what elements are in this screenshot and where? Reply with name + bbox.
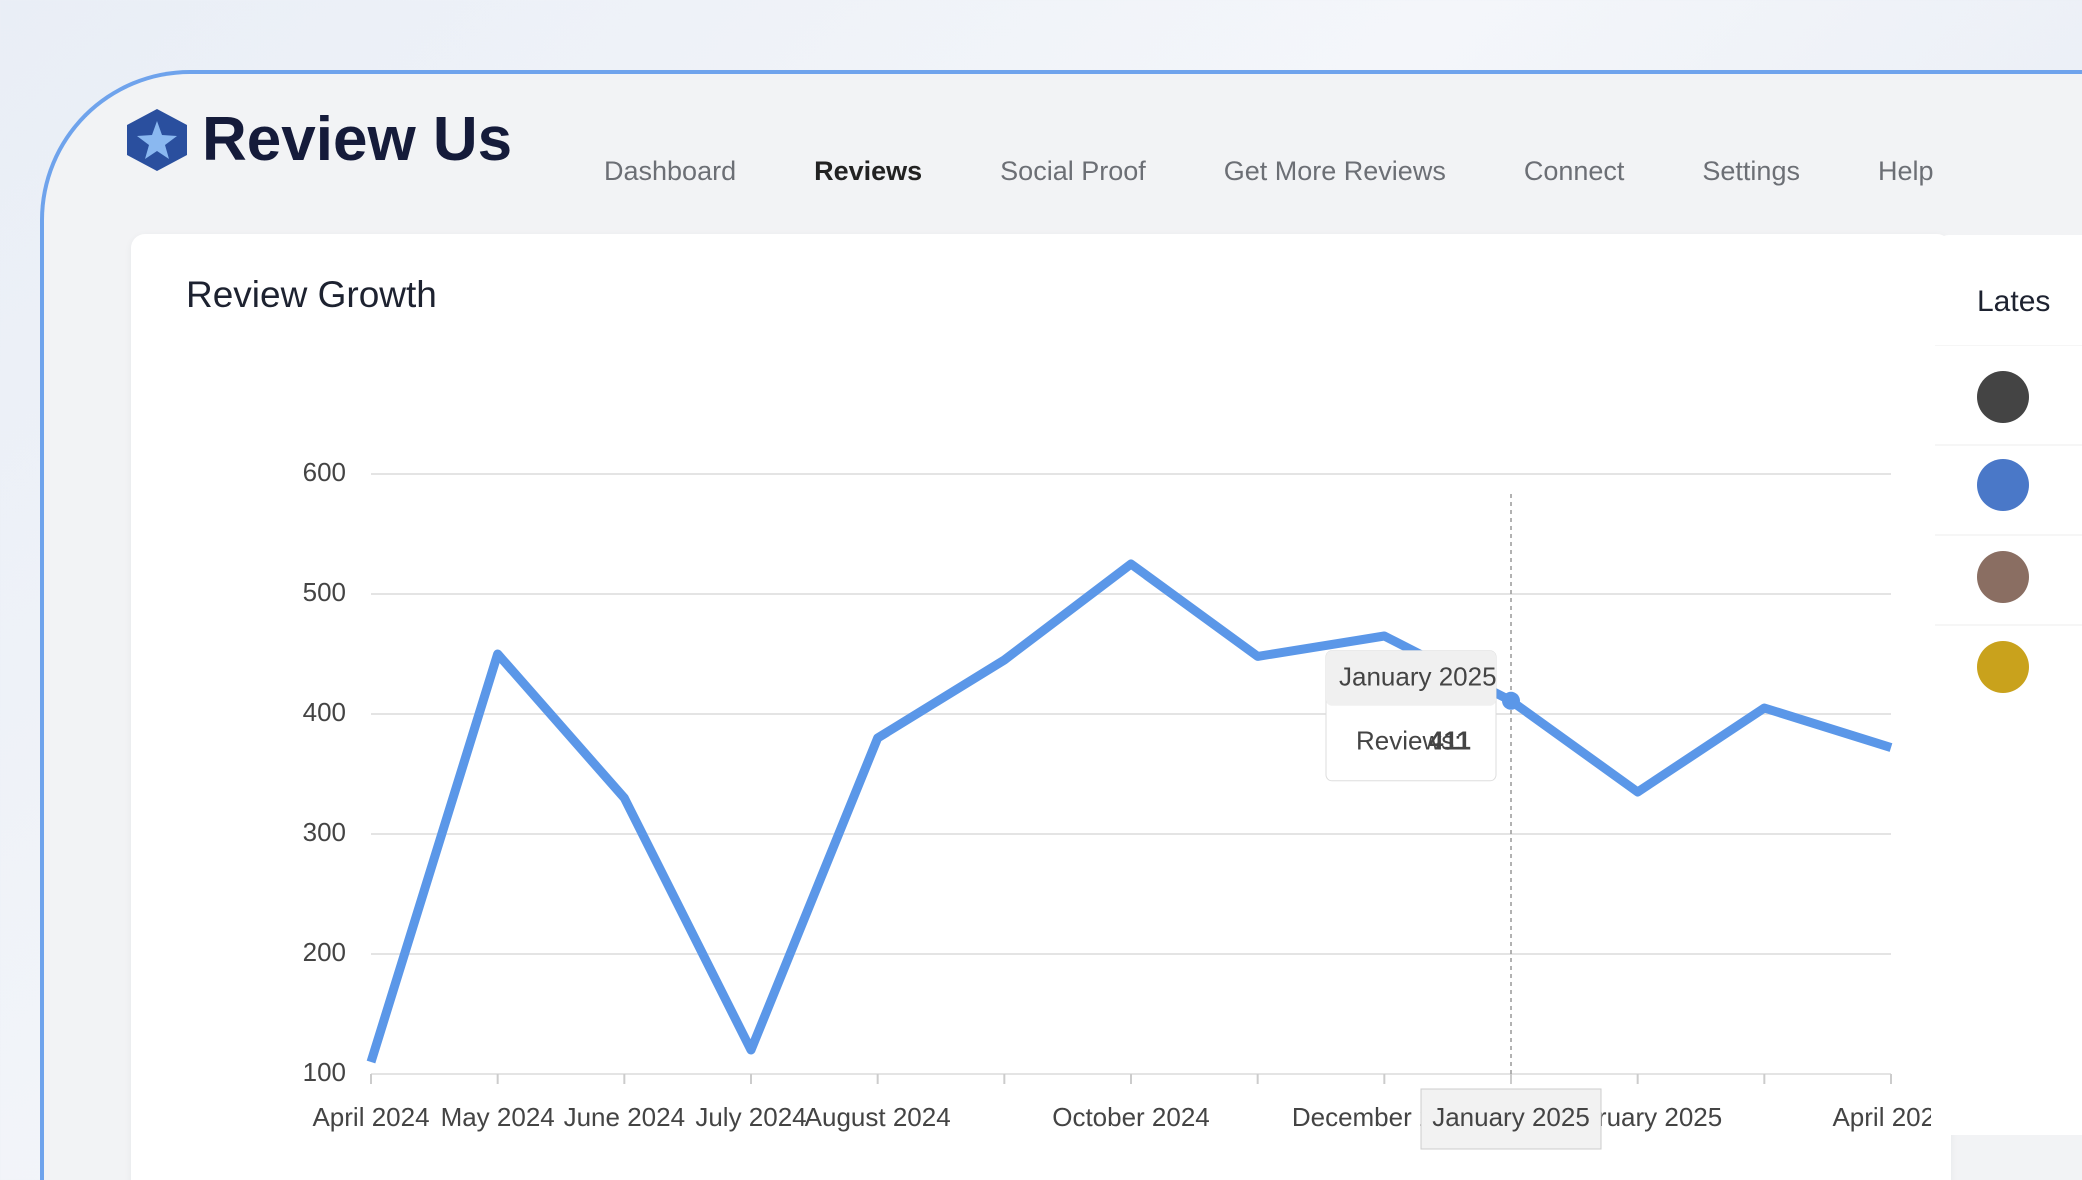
nav-item[interactable]: Social Proof	[1000, 156, 1146, 186]
y-tick-label: 500	[303, 577, 346, 607]
nav-item[interactable]: Connect	[1523, 156, 1625, 186]
avatars	[1935, 345, 2082, 693]
y-tick-label: 200	[303, 937, 346, 967]
tooltip-header	[1326, 650, 1496, 706]
chart-card: Review Growth 100 200 300 400 500 600 April 20…	[131, 234, 1951, 1180]
y-tick-label: 400	[303, 697, 346, 727]
tooltip-title: January 2025	[1339, 662, 1497, 692]
nav-item[interactable]: Get More Reviews	[1223, 156, 1446, 186]
hover-axis-label: January 2025	[1432, 1102, 1590, 1132]
y-tick-label: 100	[303, 1057, 346, 1087]
side-panel: Lates	[1935, 235, 2082, 1135]
tooltip: January 2025 Reviews:411	[1325, 650, 1497, 782]
app-frame: Review Us Dashboard Reviews Social Proof Ge…	[40, 70, 2082, 1180]
hover-axis-box	[1420, 1088, 1602, 1150]
y-tick-label: 600	[303, 457, 346, 487]
tooltip-value: 411	[1429, 726, 1471, 756]
x-tick-label: July 2024	[695, 1102, 806, 1132]
x-tick-label: October 2024	[1052, 1102, 1210, 1132]
x-tick-label: May 2024	[441, 1102, 555, 1132]
x-tick-label: April 2024	[312, 1102, 429, 1132]
nav-item[interactable]: Reviews	[814, 156, 923, 186]
x-tick-label: June 2024	[564, 1102, 685, 1132]
hover-point	[1502, 691, 1520, 710]
line	[366, 559, 1893, 1064]
nav: Dashboard Reviews Social Proof Get More Rev…	[604, 156, 1934, 187]
x-tick-label: April 2025	[1832, 1102, 1931, 1132]
chart-title: Review Growth	[186, 274, 437, 315]
logo-text: Review Us	[202, 105, 513, 174]
nav-item[interactable]: Settings	[1702, 156, 1800, 186]
side-panel-title: Lates	[1977, 285, 2051, 318]
tooltip-label: Reviews:	[1356, 726, 1461, 756]
nav-item[interactable]: Help	[1877, 156, 1934, 186]
y-tick-label: 300	[303, 817, 346, 847]
logo-icon	[127, 108, 187, 171]
x-tick-label: August 2024	[805, 1102, 951, 1132]
chart: 100 200 300 400 500 600 April 2024 May 2024 June…	[303, 457, 1931, 1150]
nav-item[interactable]: Dashboard	[604, 156, 737, 186]
logo[interactable]: Review Us	[122, 104, 512, 175]
